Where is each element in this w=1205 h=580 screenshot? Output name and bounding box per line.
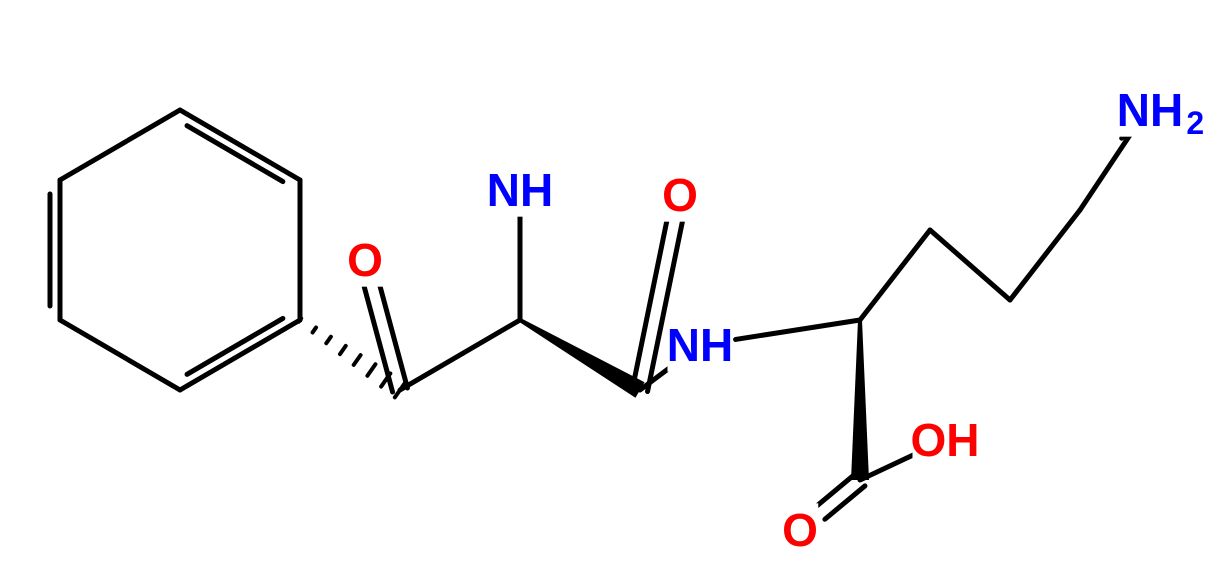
atom-label-n22: NH	[1117, 84, 1183, 136]
atom-label-o8: O	[347, 234, 383, 286]
atom-label-n10: NH	[487, 164, 553, 216]
atom-sub-n22: 2	[1186, 105, 1204, 141]
atom-label-o16: O	[782, 504, 818, 556]
molecule-diagram: ONHONHOOHNH2	[0, 0, 1205, 580]
atom-label-n13: NH	[667, 319, 733, 371]
atom-label-o12: O	[662, 169, 698, 221]
atom-label-o17: OH	[911, 414, 980, 466]
